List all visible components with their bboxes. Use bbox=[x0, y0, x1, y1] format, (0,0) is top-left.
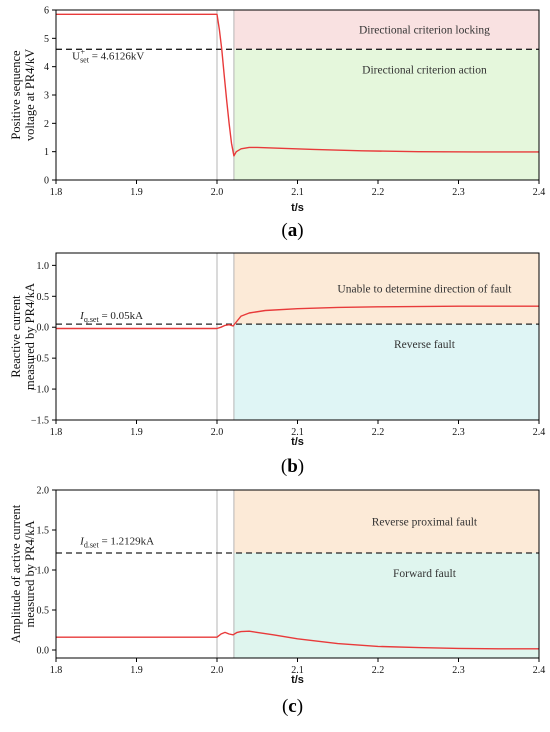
threshold-label-sub: q.set bbox=[84, 315, 100, 324]
threshold-label: Iq.set = 0.05kA bbox=[79, 310, 143, 324]
x-axis-title: t/s bbox=[291, 202, 304, 214]
series-line-1 bbox=[56, 630, 539, 650]
region-lower bbox=[233, 552, 539, 658]
y-axis-title-line-2: measured by PR4/kA bbox=[23, 521, 37, 628]
y-tick-label: −1.5 bbox=[31, 416, 49, 427]
caption-letter: c bbox=[288, 696, 296, 717]
threshold-label-value: = 4.6126kV bbox=[89, 51, 144, 63]
y-axis-title-line-1: Positive sequence bbox=[9, 50, 23, 140]
region-upper-label: Unable to determine direction of fault bbox=[337, 284, 512, 296]
threshold-label-value: = 0.05kA bbox=[99, 310, 143, 322]
threshold-label: U+ set = 4.6126kV bbox=[72, 48, 144, 65]
chart-panel-c: 1.8 1.9 2.0 2.1 2.2 2.3 2.4 0.0 0.5 1.0 1.5 2.0 t/s A… bbox=[9, 486, 545, 718]
region-upper-label: Directional criterion locking bbox=[359, 25, 490, 37]
region-lower bbox=[233, 324, 539, 420]
threshold-label-value: = 1.2129kA bbox=[99, 535, 154, 547]
x-tick-label: 1.8 bbox=[50, 187, 63, 198]
y-axis-title-line-1: Reactive current bbox=[9, 295, 23, 378]
x-axis-title: t/s bbox=[291, 674, 304, 686]
y-tick-label: 1.5 bbox=[37, 526, 50, 537]
threshold-label-symbol: U bbox=[72, 51, 80, 63]
y-axis-title-line-1: Amplitude of active current bbox=[9, 504, 23, 643]
y-tick-label: 4 bbox=[44, 62, 49, 73]
y-tick-label: −1.0 bbox=[31, 385, 49, 396]
y-tick-label: 1.0 bbox=[37, 261, 50, 272]
y-tick-label: 2 bbox=[44, 119, 49, 130]
x-tick-label: 2.3 bbox=[452, 187, 465, 198]
x-tick-label: 1.9 bbox=[130, 187, 143, 198]
caption-letter: a bbox=[288, 220, 298, 241]
caption-close: ) bbox=[297, 696, 303, 717]
x-tick-label: 2.0 bbox=[211, 665, 224, 676]
y-tick-label: 0.0 bbox=[37, 646, 50, 657]
y-tick-label: 5 bbox=[44, 34, 49, 45]
region-lower-label: Directional criterion action bbox=[362, 64, 487, 76]
caption-close: ) bbox=[297, 220, 303, 241]
x-tick-label: 2.0 bbox=[211, 427, 224, 438]
caption-open: ( bbox=[281, 220, 287, 241]
y-tick-label: 0.0 bbox=[37, 323, 50, 334]
region-upper bbox=[233, 490, 539, 553]
y-tick-label: −0.5 bbox=[31, 354, 49, 365]
region-lower-label: Forward fault bbox=[393, 568, 457, 580]
region-upper-label: Reverse proximal fault bbox=[372, 516, 478, 528]
caption-open: ( bbox=[281, 456, 287, 477]
y-tick-label: 2.0 bbox=[37, 486, 50, 497]
threshold-label-sub: d.set bbox=[84, 540, 100, 549]
region-upper bbox=[233, 253, 539, 325]
threshold-label-sup: + bbox=[81, 48, 86, 57]
x-tick-label: 1.9 bbox=[130, 427, 143, 438]
y-tick-label: 1 bbox=[44, 147, 49, 158]
x-tick-label: 2.2 bbox=[372, 187, 385, 198]
caption-open: ( bbox=[282, 696, 288, 717]
x-tick-label: 2.3 bbox=[452, 665, 465, 676]
y-tick-label: 3 bbox=[44, 91, 49, 102]
caption-close: ) bbox=[298, 456, 304, 477]
x-tick-label: 2.1 bbox=[291, 187, 304, 198]
threshold-label-sub: set bbox=[80, 56, 90, 65]
x-tick-label: 2.2 bbox=[372, 427, 385, 438]
series-line-1 bbox=[56, 305, 539, 330]
y-tick-label: 0.5 bbox=[37, 606, 50, 617]
threshold-label-symbol: I bbox=[79, 535, 85, 547]
x-tick-label: 2.0 bbox=[211, 187, 224, 198]
x-axis-title: t/s bbox=[291, 436, 304, 448]
x-tick-label: 1.8 bbox=[50, 427, 63, 438]
panel-caption: (a) bbox=[281, 220, 303, 241]
x-tick-label: 2.4 bbox=[533, 427, 546, 438]
y-axis-title-line-2: voltage at PR4/kV bbox=[23, 49, 37, 141]
x-tick-label: 1.8 bbox=[50, 665, 63, 676]
x-tick-label: 2.1 bbox=[291, 665, 304, 676]
region-upper bbox=[233, 10, 539, 50]
panel-caption: (c) bbox=[282, 696, 303, 717]
x-tick-label: 2.2 bbox=[372, 665, 385, 676]
region-lower bbox=[233, 49, 539, 181]
threshold-label: Id.set = 1.2129kA bbox=[79, 535, 154, 549]
y-tick-label: 6 bbox=[44, 6, 49, 17]
chart-panel-a: 1.8 1.9 2.0 2.1 2.2 2.3 2.4 0 1 2 3 4 5 6 t/s Positive … bbox=[9, 6, 545, 242]
y-axis-title-line-2: measured by PR4/kA bbox=[23, 283, 37, 390]
x-tick-label: 2.4 bbox=[533, 187, 546, 198]
x-tick-label: 2.1 bbox=[291, 427, 304, 438]
y-tick-label: 0 bbox=[44, 176, 49, 187]
region-lower-label: Reverse fault bbox=[394, 339, 456, 351]
x-tick-label: 2.4 bbox=[533, 665, 546, 676]
y-tick-label: 1.0 bbox=[37, 566, 50, 577]
y-tick-label: 0.5 bbox=[37, 292, 50, 303]
caption-letter: b bbox=[287, 456, 298, 477]
x-tick-label: 2.3 bbox=[452, 427, 465, 438]
chart-panel-b: 1.8 1.9 2.0 2.1 2.2 2.3 2.4 −1.5 −1.0 −0.5 0.0 0.5 1… bbox=[9, 252, 546, 477]
series-line-1 bbox=[56, 13, 539, 157]
x-tick-label: 1.9 bbox=[130, 665, 143, 676]
panel-caption: (b) bbox=[281, 456, 304, 477]
threshold-label-symbol: I bbox=[79, 310, 85, 322]
